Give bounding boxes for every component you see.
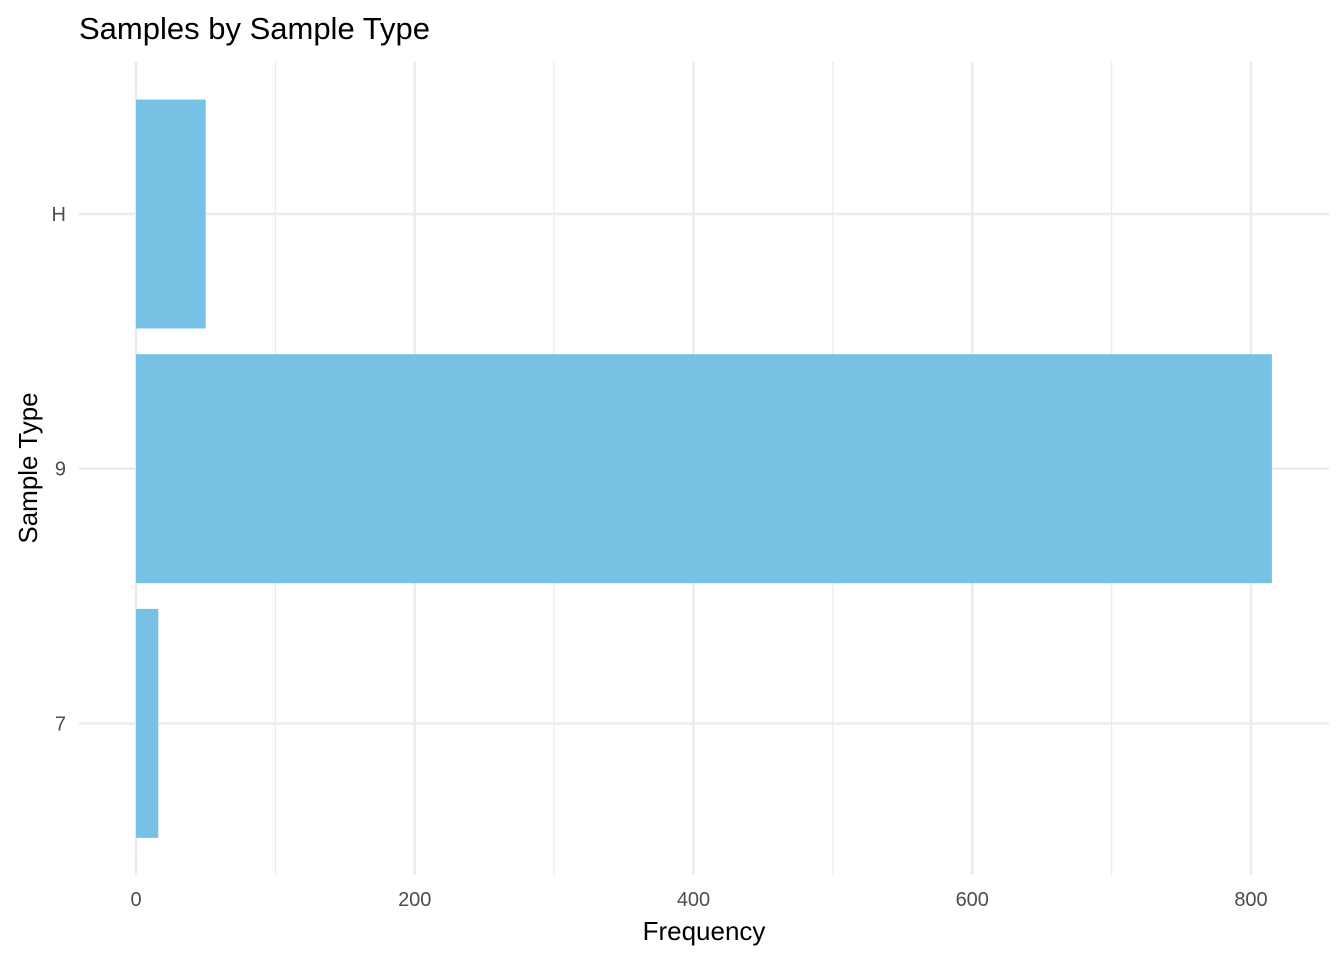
x-tick-label: 800 bbox=[1234, 889, 1267, 911]
y-tick-label: 7 bbox=[55, 713, 66, 735]
x-axis-title: Frequency bbox=[643, 916, 766, 946]
bar-layer bbox=[136, 99, 1272, 838]
y-tick-label: H bbox=[52, 204, 66, 226]
bar-h bbox=[136, 99, 206, 329]
x-tick-label: 0 bbox=[130, 889, 141, 911]
x-tick-label: 400 bbox=[677, 889, 710, 911]
y-tick-label: 9 bbox=[55, 459, 66, 481]
bar-7 bbox=[136, 608, 159, 838]
y-axis-title: Sample Type bbox=[13, 392, 43, 543]
tick-layer: 0 200 400 600 800 H 9 7 bbox=[52, 204, 1268, 911]
x-tick-label: 600 bbox=[956, 889, 989, 911]
chart-title: Samples by Sample Type bbox=[79, 11, 430, 46]
bar-9 bbox=[136, 354, 1272, 584]
x-tick-label: 200 bbox=[398, 889, 431, 911]
